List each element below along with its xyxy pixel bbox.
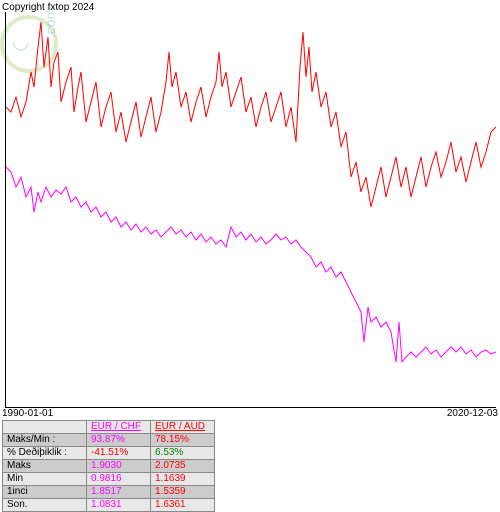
table-cell: 1.8517 [87,486,151,499]
table-cell: 6.53% [151,447,215,460]
table-row-label: Maks [3,460,87,473]
table-cell: 78.15% [151,434,215,447]
chart-series-line [6,22,496,207]
table-cell: 2.0735 [151,460,215,473]
table-cell: 93.87% [87,434,151,447]
x-axis-start-label: 1990-01-01 [2,408,53,419]
table-header-empty [3,421,87,434]
stats-table: EUR / CHFEUR / AUDMaks/Min :93.87%78.15%… [2,420,215,512]
table-row-label: Son. [3,499,87,512]
table-row-label: Min [3,473,87,486]
table-header-row: EUR / CHFEUR / AUD [3,421,215,434]
table-cell: 1.9030 [87,460,151,473]
table-row: % Deðiþiklik :-41.51%6.53% [3,447,215,460]
table-row-label: Maks/Min : [3,434,87,447]
line-chart [6,12,496,407]
table-cell: 1.1639 [151,473,215,486]
table-cell: 1.5359 [151,486,215,499]
table-row: Min0.98161.1639 [3,473,215,486]
table-cell: 1.0831 [87,499,151,512]
table-column-header: EUR / CHF [87,421,151,434]
table-column-header: EUR / AUD [151,421,215,434]
table-row: 1inci1.85171.5359 [3,486,215,499]
x-axis-end-label: 2020-12-03 [447,408,498,419]
chart-area [5,12,496,408]
chart-series-line [6,167,496,362]
table-row-label: 1inci [3,486,87,499]
table-cell: -41.51% [87,447,151,460]
table-row-label: % Deðiþiklik : [3,447,87,460]
table-row: Son.1.08311.6361 [3,499,215,512]
table-cell: 0.9816 [87,473,151,486]
table-row: Maks1.90302.0735 [3,460,215,473]
table-row: Maks/Min :93.87%78.15% [3,434,215,447]
table-cell: 1.6361 [151,499,215,512]
